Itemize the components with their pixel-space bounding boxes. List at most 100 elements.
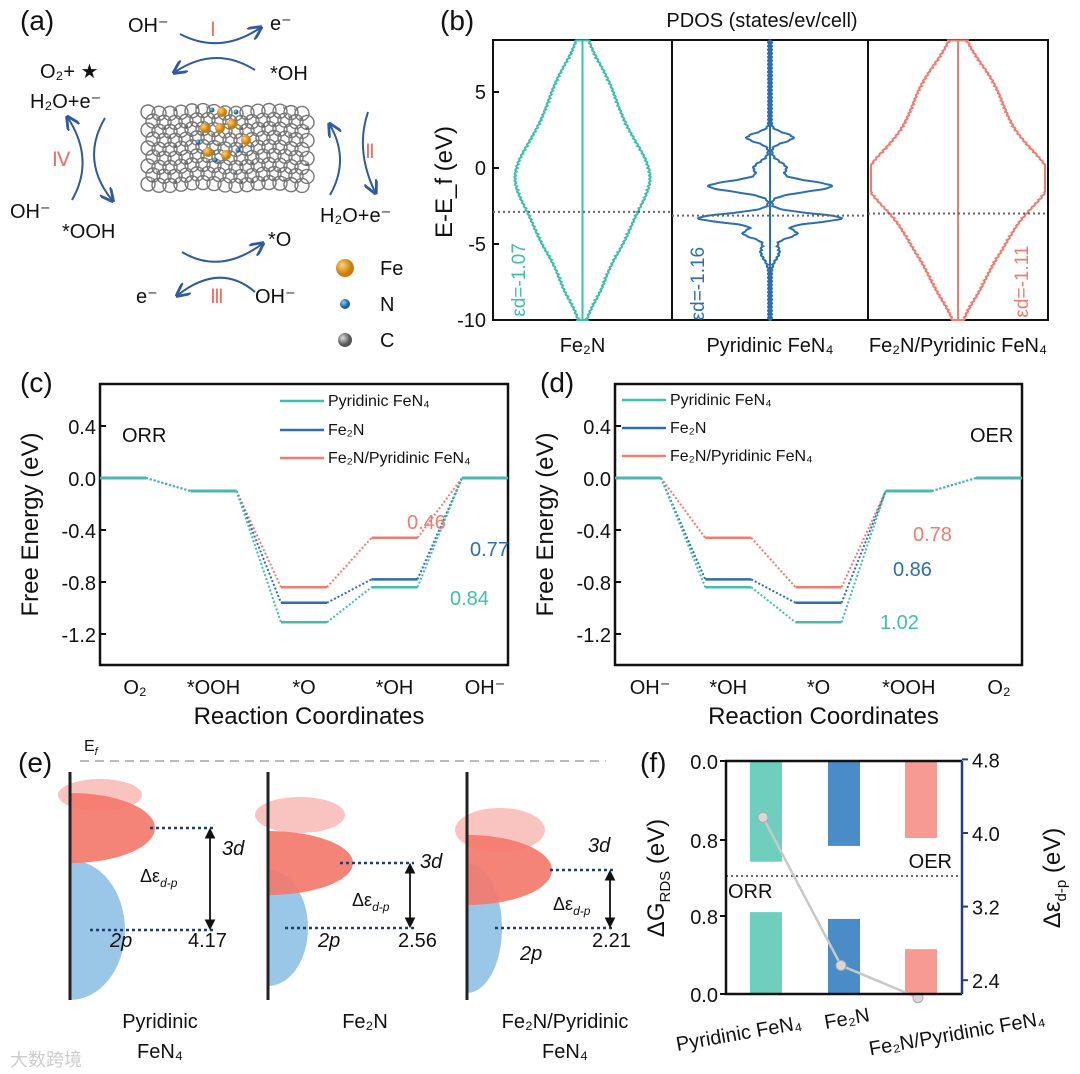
carbon-ring [162,123,178,140]
left-tick-label: 0.0 [690,985,718,1007]
carbon-ring [283,176,299,193]
species-o2-star: O₂+ ★ [40,61,99,83]
left-tick-label: 0.8 [690,907,718,929]
carbon-ring [151,123,167,139]
x-axis-label: Reaction Coordinates [708,703,939,730]
carbon-ring [250,121,266,137]
n-atom-icon [195,139,201,145]
energy-connector [416,477,463,580]
carbon-ring [151,141,167,157]
carbon-ring [173,122,189,138]
pdos-subpanel-name: Pyridinic FeN₄ [706,335,833,357]
x-tick-label: OH⁻ [465,677,506,699]
legend-c: C [380,330,394,352]
x-tick-label: *OOH [187,677,240,699]
gap-value-label: 2.56 [398,930,437,952]
d-orbital-label: 3d [222,838,245,860]
fe-atom-icon [227,119,237,129]
oer-bar [828,761,860,846]
right-y-axis-label: Δεd-p (eV) [1039,828,1070,928]
carbon-ring [283,140,299,157]
material-name: Pyridinic [122,1011,198,1033]
carbon-atom-icon [305,125,309,130]
y-tick-label: 0.4 [583,417,611,439]
legend-label: Fe₂N/Pyridinic FeN₄ [328,450,471,467]
x-tick-label: O₂ [123,677,146,699]
energy-connector [326,537,373,588]
panel-d-oer-free-energy: 0.4 0.0 -0.4 -0.8 -1.2 Free Energy (eV) Reacti… [532,382,1024,730]
rds-value-label: 0.77 [470,539,509,561]
d-band-center-label: εd=-1.07 [509,243,530,316]
pdos-subpanel: εd=-1.11 Fe₂N/Pyridinic FeN₄ [867,39,1049,357]
legend-label: Fe₂N [670,420,706,437]
step-label-ii: Ⅱ [365,141,375,163]
panel-label-b: (b) [440,5,474,36]
panel-a-cycle-diagram: OH⁻ e⁻ O₂+ ★ *OH H₂O+e⁻ H₂O+e⁻ OH⁻ *OOH … [10,13,403,352]
pdos-y-axis-label: E-E_f (eV) [431,126,458,238]
material-name: Fe₂N/Pyridinic [502,1011,629,1033]
carbon-ring [299,150,315,167]
series-hetero [100,476,508,589]
right-tick-label: 4.8 [972,750,1000,772]
carbon-ring [217,159,233,175]
carbon-ring [272,157,288,173]
energy-connector [750,537,797,588]
carbon-ring [272,139,288,155]
pdos-subpanel-name: Fe₂N [560,335,606,357]
x-tick-label: Pyridinic FeN₄ [674,1012,803,1056]
region-label-orr: ORR [728,881,772,903]
carbon-ring [151,105,167,121]
energy-connector [235,490,282,588]
rds-value-label: 0.46 [407,512,446,534]
carbon-ring [140,122,156,138]
carbon-ring [228,177,244,194]
energy-connector [416,477,463,539]
oer-bar [905,761,937,839]
species-oh-minus-top: OH⁻ [128,15,169,37]
energy-connector [235,490,282,623]
carbon-ring [299,168,315,185]
y-tick-label: 5 [475,82,486,104]
fermi-level-label: Ef [84,738,99,758]
band-schematic-item: 3d 2p Δεd-p 2.56 Fe₂N [255,772,443,1033]
x-axis-label: Reaction Coordinates [194,703,425,730]
region-label-oer: OER [909,851,952,873]
energy-connector [145,477,191,492]
carbon-ring [195,120,211,137]
energy-connector [840,490,887,588]
carbon-ring [283,122,299,139]
gap-symbol-label: Δεd-p [140,866,178,890]
material-name: Fe₂N [342,1011,388,1033]
x-tick-label: *OH [709,677,747,699]
carbon-ring [140,104,156,120]
antibonding-band-shape [255,797,345,833]
right-tick-label: 3.2 [972,898,1000,920]
rds-value-label: 0.84 [450,588,489,610]
carbon-ring [299,114,315,131]
carbon-ring [272,175,288,191]
carbon-ring [173,176,189,192]
legend-label: Pyridinic FeN₄ [670,392,772,409]
arrow-icon [93,117,112,200]
carbon-ring [261,174,277,191]
arrow-icon [178,276,256,295]
y-tick-label: 0 [475,158,486,180]
pdos-subpanel: εd=-1.07 Fe₂N [492,39,673,357]
gap-symbol-label: Δεd-p [553,894,591,918]
y-tick-label: -10 [457,310,486,332]
carbon-ring [184,121,200,137]
species-electron-top: e⁻ [270,13,292,35]
panel-label-d: (d) [540,367,574,398]
carbon-ring [272,103,288,119]
fe-atom-icon [200,123,210,133]
c-atom-icon [338,333,352,347]
orr-bar [905,949,937,994]
pdos-y-ticks: 5 0 -5 -10 [457,82,499,332]
reaction-title: OER [970,425,1013,447]
carbon-ring [250,157,266,173]
carbon-ring [228,141,244,158]
reaction-title: ORR [122,425,166,447]
n-atom-icon [340,299,350,309]
x-tick-label: O₂ [987,677,1010,699]
